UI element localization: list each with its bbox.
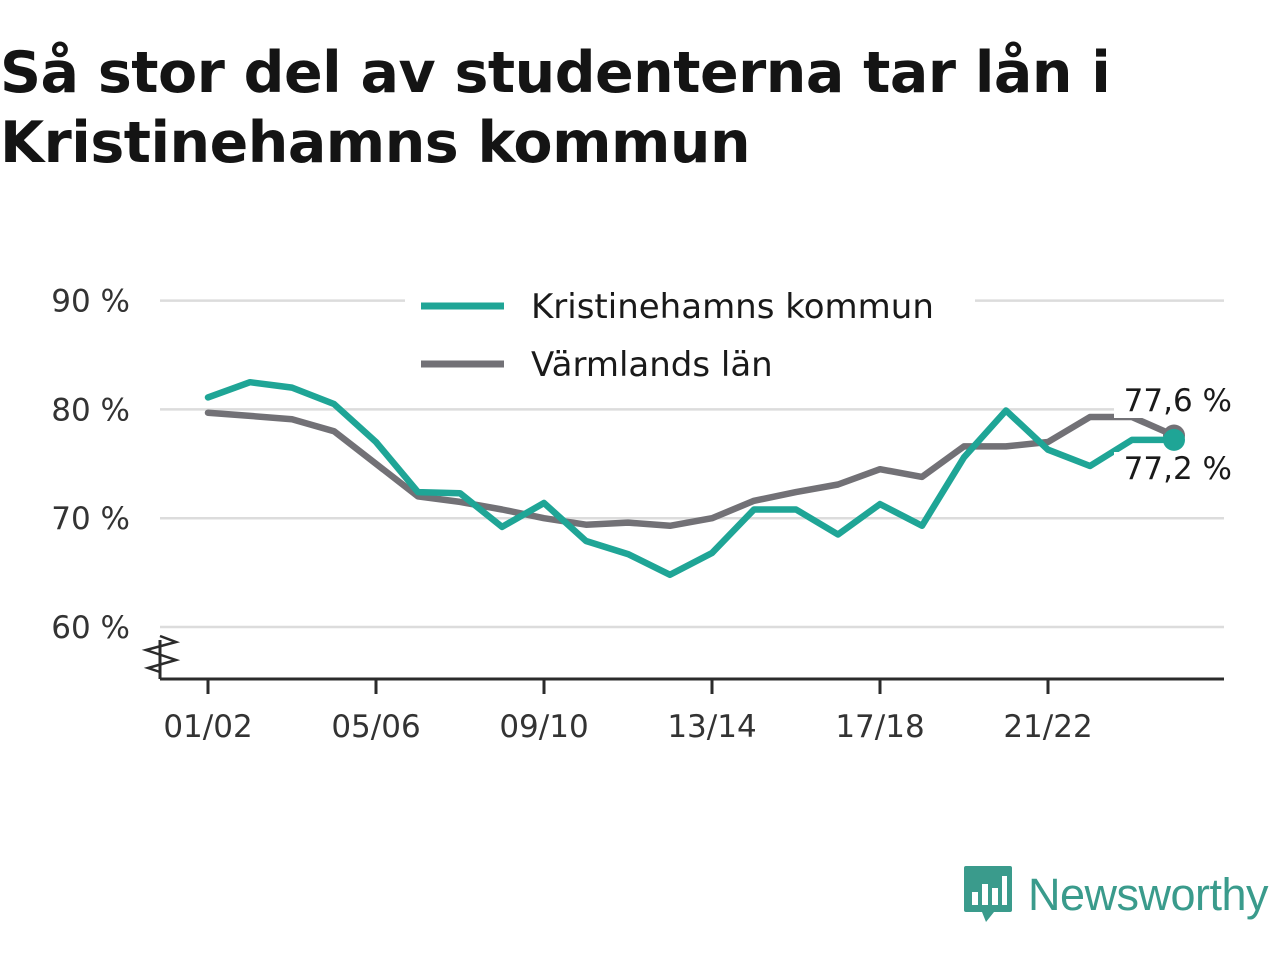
end-label-backing <box>1114 384 1232 418</box>
legend-label: Kristinehamns kommun <box>531 287 934 327</box>
brand-logo: Newsworthy <box>962 862 1269 928</box>
y-axis-break-icon <box>141 634 181 674</box>
y-tick-label: 60 % <box>51 610 130 646</box>
y-tick-labels: 60 % 70 % 80 % 90 % <box>51 284 130 646</box>
series-end-point <box>1163 428 1185 451</box>
series-line-varmland <box>204 409 1178 530</box>
x-tick-label: 05/06 <box>331 709 420 745</box>
y-tick-label: 70 % <box>51 501 130 537</box>
x-tick-label: 09/10 <box>499 709 588 745</box>
x-tick-label: 01/02 <box>163 709 252 745</box>
x-tick-labels: 01/02 05/06 09/10 13/14 17/18 21/22 <box>163 679 1093 745</box>
brand-name: Newsworthy <box>1028 869 1269 920</box>
end-label: 77,2 % <box>1124 451 1232 487</box>
legend: Kristinehamns kommun Värmlands län <box>405 278 975 390</box>
end-label: 77,6 % <box>1124 383 1232 419</box>
x-tick-label: 17/18 <box>835 709 924 745</box>
x-tick-label: 21/22 <box>1003 709 1092 745</box>
end-labels: 77,6 % 77,2 % <box>1114 383 1232 487</box>
x-tick-label: 13/14 <box>667 709 756 745</box>
axes <box>141 634 1224 681</box>
legend-box <box>405 278 975 390</box>
series-lines <box>204 378 1185 579</box>
y-tick-label: 90 % <box>51 284 130 320</box>
y-tick-label: 80 % <box>51 392 130 428</box>
newsworthy-logo-icon <box>964 866 1012 922</box>
chart-title: Så stor del av studenterna tar lån i Kri… <box>0 40 1111 176</box>
end-label-backing <box>1114 452 1232 486</box>
series-line-kristinehamn <box>204 378 1178 579</box>
legend-label: Värmlands län <box>531 345 773 385</box>
